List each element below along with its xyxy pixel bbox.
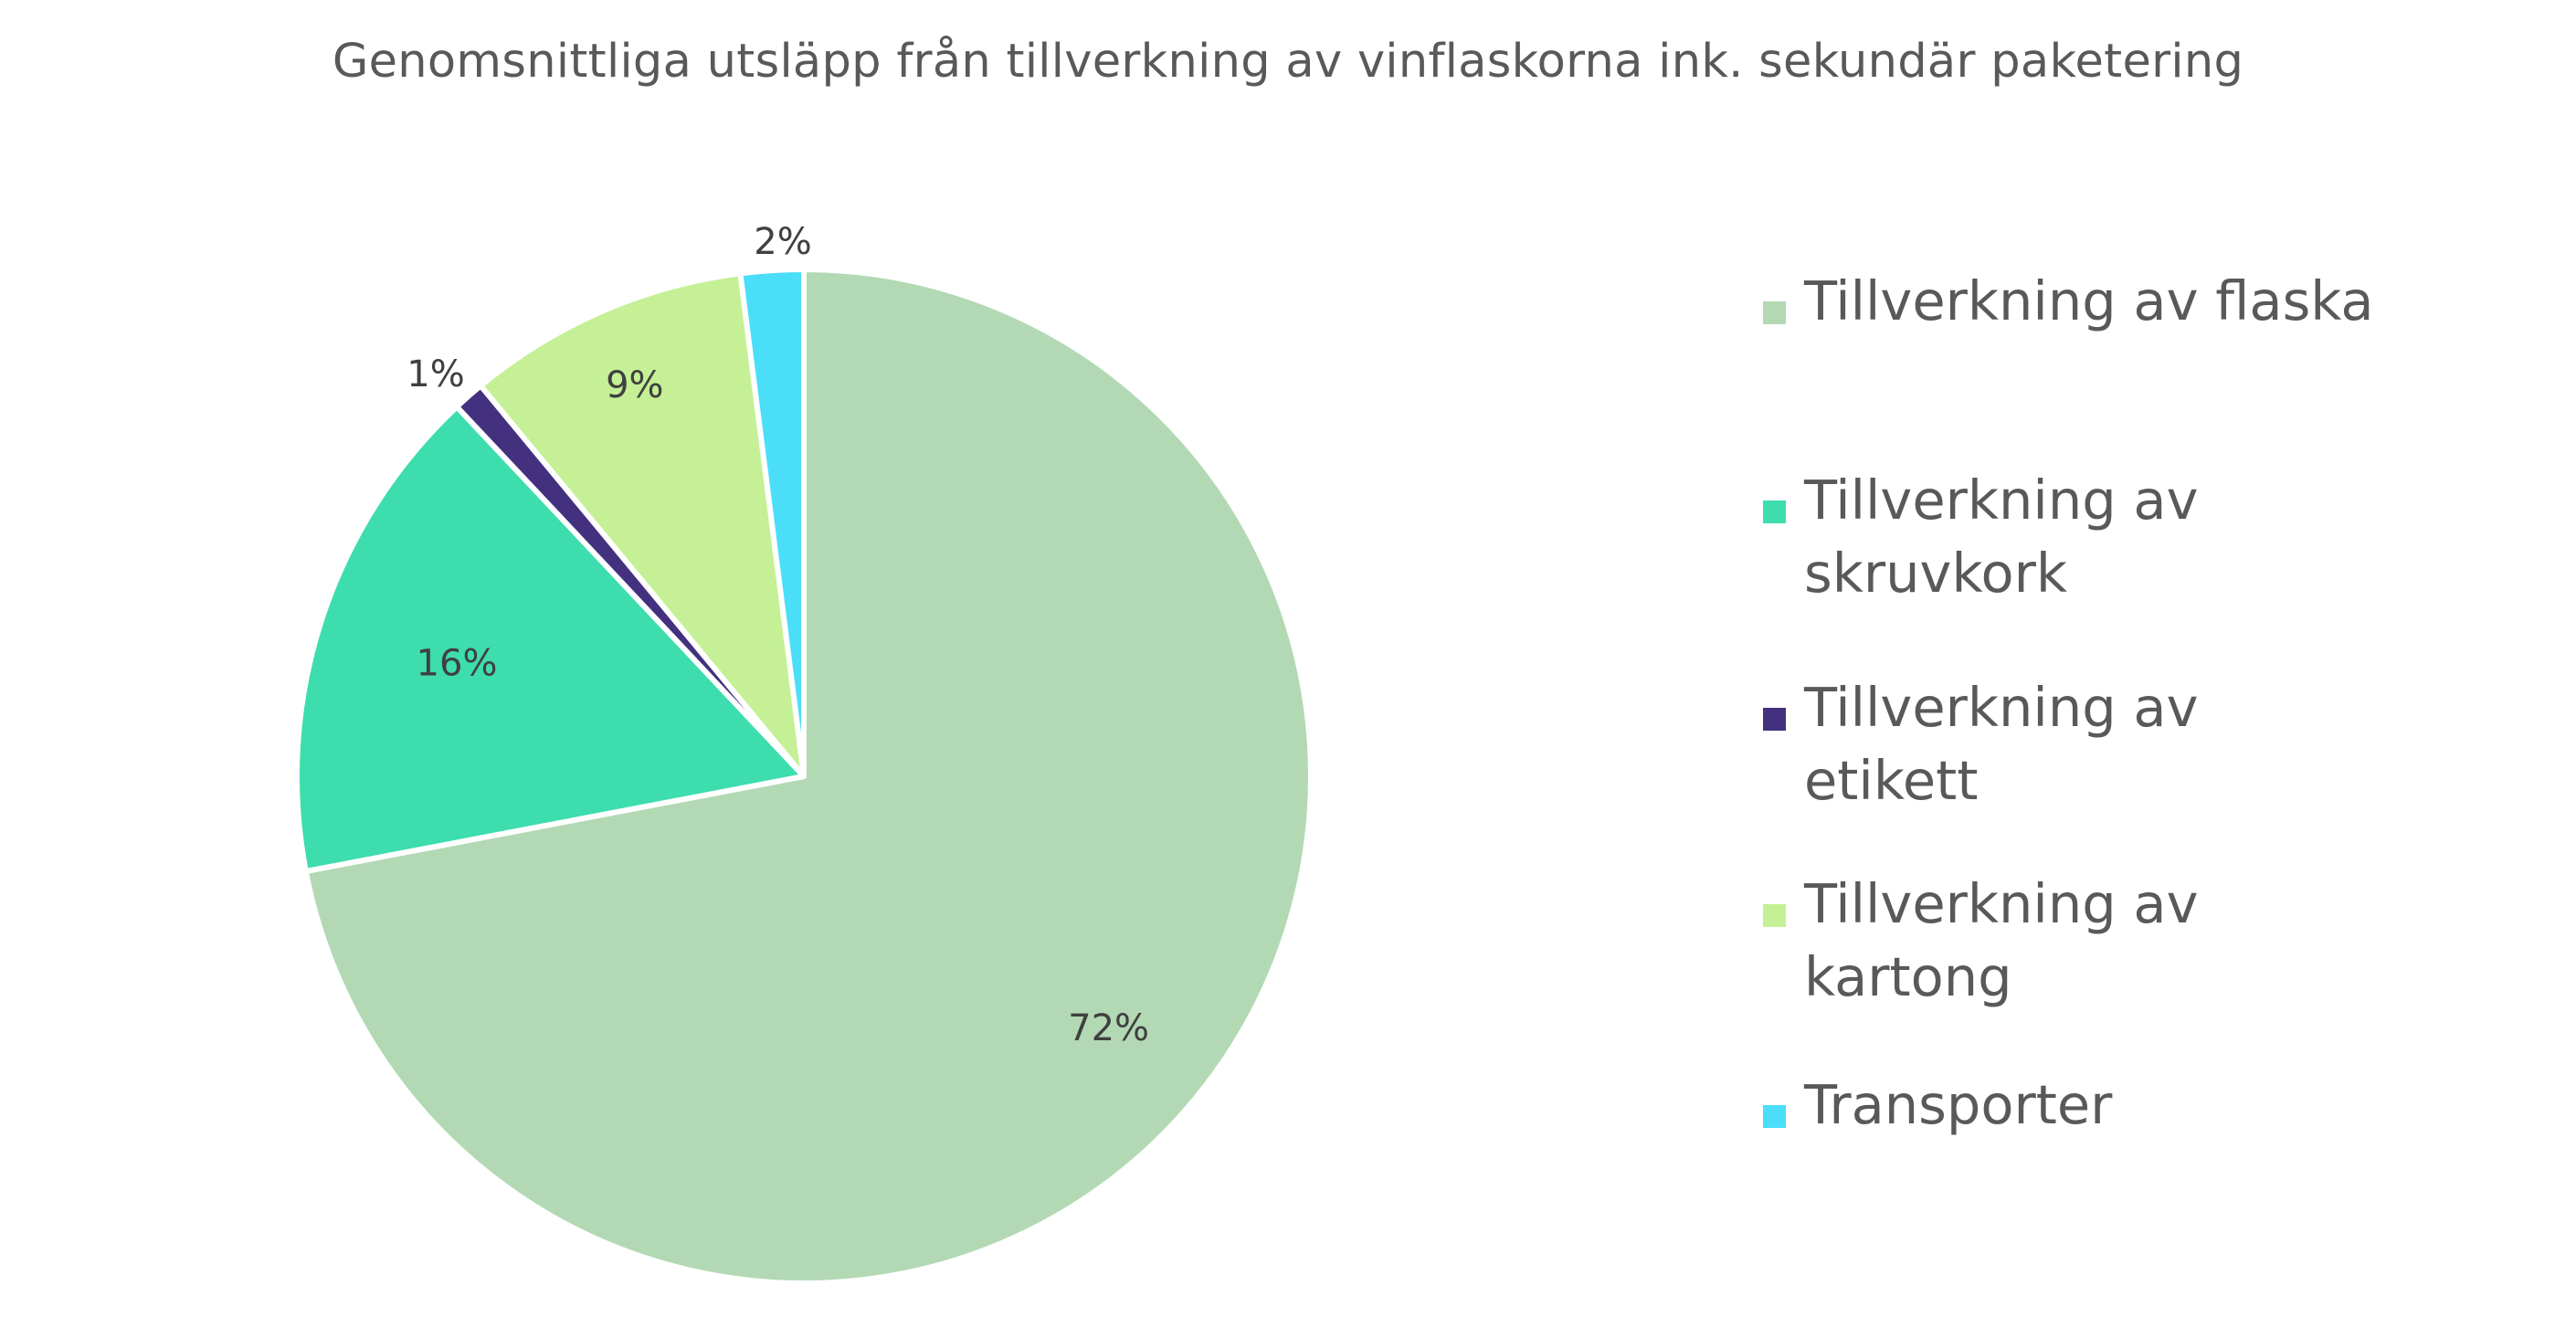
legend-swatch-3 [1763, 708, 1786, 731]
legend-swatch-1 [1763, 301, 1786, 324]
legend-swatch-5 [1763, 1105, 1786, 1128]
legend-item-4: Tillverkning av kartong [1763, 868, 2512, 1014]
legend-label-3: Tillverkning av etikett [1804, 676, 2199, 812]
legend-label-1: Tillverkning av flaska [1804, 269, 2374, 332]
pie-slice-5 [737, 267, 807, 779]
legend-item-2: Tillverkning av skruvkork [1763, 464, 2512, 610]
legend-swatch-2 [1763, 500, 1786, 523]
data-label-2: 16% [417, 643, 498, 685]
legend-item-1: Tillverkning av flaska [1763, 265, 2512, 338]
data-label-5: 2% [754, 221, 811, 263]
legend-swatch-4 [1763, 904, 1786, 927]
pie-slice-2 [294, 404, 807, 874]
pie-slice-4 [478, 270, 807, 779]
legend-label-2: Tillverkning av skruvkork [1804, 469, 2199, 605]
pie-data-labels: 72% 16% 1% 9% 2% [406, 221, 1149, 1049]
legend-label-5: Transporter [1804, 1073, 2113, 1136]
legend-label-4: Tillverkning av kartong [1804, 872, 2199, 1008]
legend-item-5: Transporter [1763, 1069, 2512, 1142]
data-label-3: 1% [406, 353, 464, 395]
pie-slices [294, 267, 1314, 1286]
chart-title: Genomsnittliga utsläpp från tillverkning… [332, 35, 2244, 89]
pie-slice-1 [302, 267, 1314, 1286]
legend-item-3: Tillverkning av etikett [1763, 671, 2512, 817]
data-label-4: 9% [606, 364, 663, 406]
data-label-1: 72% [1068, 1007, 1149, 1049]
